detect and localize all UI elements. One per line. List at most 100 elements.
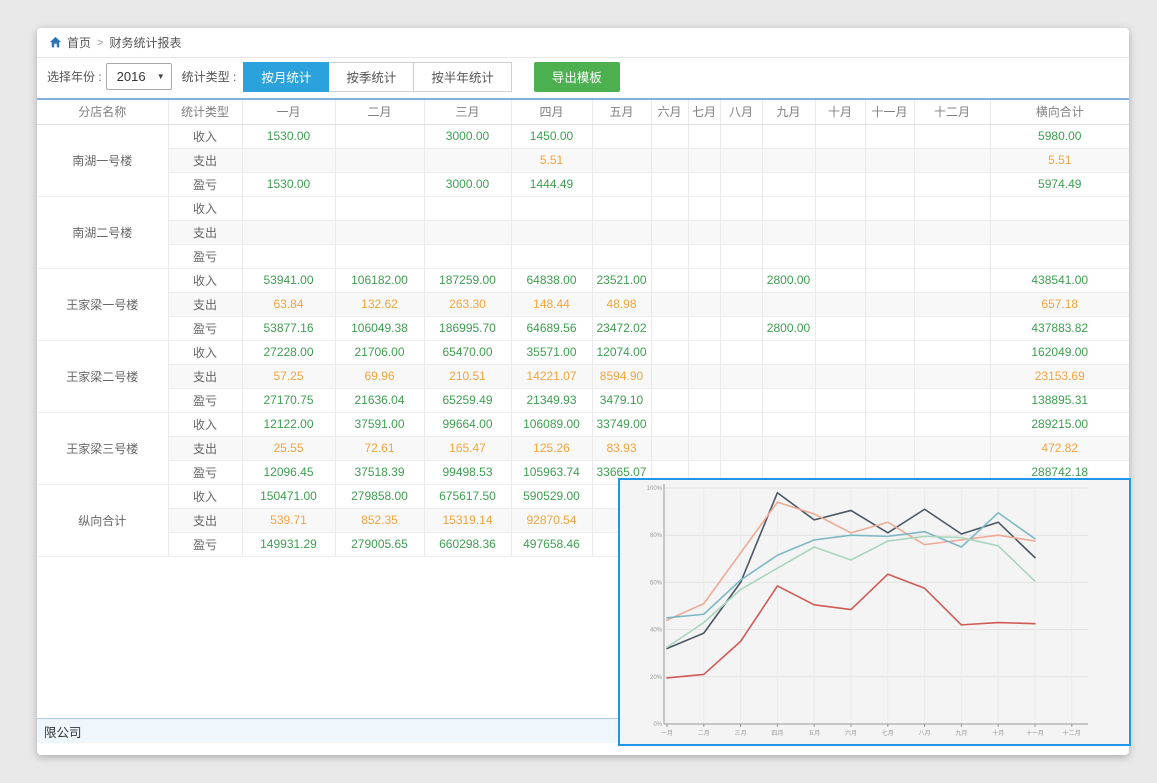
year-select-value: 2016 [116,69,146,84]
month-value-cell [720,268,763,293]
month-value-cell: 187259.00 [424,268,512,293]
month-value-cell: 1444.49 [511,172,593,197]
table-row: 盈亏 12096.45 37518.39 99498.53 105963.74 33665… [37,460,1129,485]
chart-line-teal [666,511,1036,619]
month-value-cell [651,388,689,413]
column-header-month-3: 三月 [424,99,512,125]
month-value-cell [651,292,689,317]
stat-type-cell: 盈亏 [168,532,243,557]
month-value-cell [592,220,652,245]
month-value-cell: 33749.00 [592,412,652,437]
chart-line-green [666,535,1036,649]
breadcrumb-current: 财务统计报表 [109,36,182,50]
month-value-cell: 5.51 [511,148,593,173]
month-value-cell [865,148,915,173]
month-value-cell: 21349.93 [511,388,593,413]
stat-type-cell: 支出 [168,508,243,533]
stat-type-button-2[interactable]: 按半年统计 [413,61,512,92]
month-value-cell [720,436,763,461]
month-value-cell: 72.61 [335,436,425,461]
month-value-cell: 12096.45 [242,460,336,485]
x-axis-tick-label: 五月 [808,730,820,737]
column-header-month-11: 十一月 [865,99,915,125]
month-value-cell [651,148,689,173]
month-value-cell [511,196,593,221]
month-value-cell [762,148,816,173]
month-value-cell [592,124,652,149]
month-value-cell [762,172,816,197]
branch-name-cell: 纵向合计 [37,484,169,557]
export-template-button[interactable]: 导出模板 [533,61,620,92]
month-value-cell: 590529.00 [511,484,593,509]
row-total-cell: 5.51 [990,148,1129,173]
month-value-cell [914,196,991,221]
month-value-cell: 23472.02 [592,316,652,341]
month-value-cell [688,364,721,389]
month-value-cell [335,172,425,197]
table-row: 支出 25.55 72.61 165.47 125.26 83.93 472.82 [37,436,1129,461]
month-value-cell [720,244,763,269]
month-value-cell [865,220,915,245]
row-total-cell: 438541.00 [990,268,1129,293]
month-value-cell [914,148,991,173]
month-value-cell [651,364,689,389]
month-value-cell [242,148,336,173]
month-value-cell: 14221.07 [511,364,593,389]
stat-type-cell: 支出 [168,220,243,245]
month-value-cell [914,364,991,389]
month-value-cell [914,268,991,293]
month-value-cell [720,316,763,341]
month-value-cell: 852.35 [335,508,425,533]
y-axis-tick-label: 40% [650,628,663,634]
month-value-cell [914,340,991,365]
stat-type-button-0[interactable]: 按月统计 [243,61,330,92]
month-value-cell [815,172,866,197]
month-value-cell [762,220,816,245]
month-value-cell [762,292,816,317]
row-total-cell: 138895.31 [990,388,1129,413]
month-value-cell [815,340,866,365]
month-value-cell [865,316,915,341]
breadcrumb-home-link[interactable]: 首页 [67,36,92,50]
month-value-cell [424,148,512,173]
month-value-cell [762,196,816,221]
month-value-cell: 149931.29 [242,532,336,557]
column-header-month-9: 九月 [762,99,816,125]
column-header-month-2: 二月 [335,99,425,125]
month-value-cell [720,124,763,149]
month-value-cell [592,148,652,173]
stat-type-cell: 盈亏 [168,244,243,269]
month-value-cell: 83.93 [592,436,652,461]
stat-type-cell: 收入 [168,124,243,149]
month-value-cell [651,196,689,221]
month-value-cell: 132.62 [335,292,425,317]
column-header-month-8: 八月 [720,99,763,125]
stat-type-cell: 支出 [168,292,243,317]
line-chart: 0% 20% 40% 60% 80% 100% 一月 二月 三月 四月 五月 六月 七月 八月 九月 十月 十一… [647,484,1088,737]
month-value-cell [914,388,991,413]
branch-name-cell: 南湖二号楼 [37,196,169,269]
column-header-month-6: 六月 [651,99,689,125]
year-select[interactable]: 2016 ▼ [105,63,172,90]
month-value-cell [651,244,689,269]
month-value-cell: 1530.00 [242,172,336,197]
stat-type-cell: 支出 [168,436,243,461]
month-value-cell: 69.96 [335,364,425,389]
row-total-cell [990,196,1129,221]
month-value-cell [762,124,816,149]
month-value-cell [914,244,991,269]
month-value-cell [865,436,915,461]
month-value-cell [688,436,721,461]
month-value-cell: 48.98 [592,292,652,317]
stat-type-button-1[interactable]: 按季统计 [328,61,415,92]
month-value-cell: 53877.16 [242,316,336,341]
month-value-cell [914,436,991,461]
table-row: 王家梁一号楼 收入 53941.00 106182.00 187259.00 64838.… [37,268,1129,341]
month-value-cell [720,412,763,437]
month-value-cell [762,412,816,437]
month-value-cell: 25.55 [242,436,336,461]
month-value-cell: 660298.36 [424,532,512,557]
month-value-cell [335,148,425,173]
row-total-cell: 657.18 [990,292,1129,317]
month-value-cell [688,148,721,173]
